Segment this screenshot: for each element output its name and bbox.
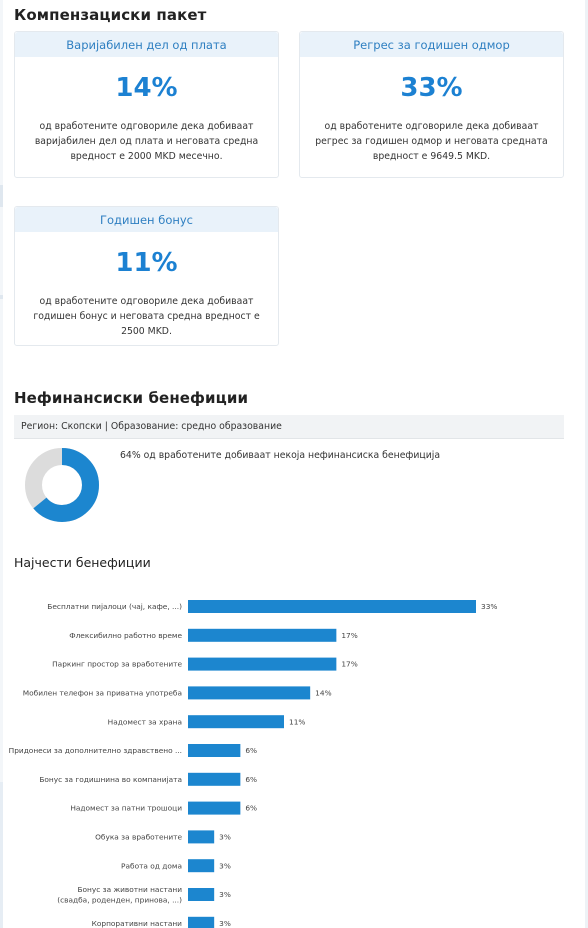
right-edge-strip [585,0,588,928]
bar [188,916,215,928]
bar [188,744,241,757]
top-benefits-title: Најчести бенефиции [14,555,151,570]
card-description: од вработените одговориле дека добиваат … [34,121,259,162]
left-edge-mark [0,185,3,207]
bar-category-label: Бесплатни пијалоци (чај, кафе, ...) [47,602,182,611]
bar [188,888,215,901]
bar-value-label: 17% [341,631,357,640]
bar-value-label: 3% [219,861,231,870]
bar-category-label: Придонеси за дополнително здравствено ..… [9,746,182,755]
bar [188,830,215,844]
bar-category-label: Работа од дома [121,861,182,870]
bar [188,801,241,815]
bar-category-label: Паркинг простор за вработените [52,660,182,669]
bar [188,686,311,700]
donut-caption: 64% од вработените добиваат некоја нефин… [120,450,441,461]
card-vacation-bonus: Регрес за годишен одмор 33% од вработени… [299,31,564,178]
top-benefits-bar-chart: Бесплатни пијалоци (чај, кафе, ...) 33% Фл… [9,600,497,928]
bar [188,859,215,873]
bar-category-label: Мобилен телефон за приватна употреба [23,689,182,698]
bar-value-label: 33% [481,602,497,611]
filter-education: Образование: средно образование [110,421,282,432]
card-annual-bonus: Годишен бонус 11% од вработените одговор… [14,206,279,346]
bar [188,715,284,729]
bar-category-label: Надомест за храна [108,717,182,726]
bar-value-label: 6% [245,746,257,755]
card-header: Регрес за годишен одмор [300,32,563,57]
bar [188,628,337,642]
bar [188,600,476,613]
card-description: од вработените одговориле дека добиваат … [315,121,548,162]
bar-value-label: 11% [289,717,305,726]
benefits-donut-chart [25,448,99,522]
left-edge-strip [0,0,3,928]
card-variable-pay: Варијабилен дел од плата 14% од вработен… [14,31,279,178]
card-header: Годишен бонус [15,207,278,232]
benefits-title: Нефинансиски бенефиции [14,389,249,407]
card-value: 11% [115,248,178,278]
filter-bar: Регион: Скопски | Образование: средно об… [14,415,564,439]
card-value: 14% [115,73,178,103]
bar-value-label: 6% [245,804,257,813]
bar-category-label: Бонус за животни настани (свадба, роденде… [57,885,182,905]
bar-value-label: 14% [315,689,331,698]
bar-value-label: 3% [219,890,231,899]
card-value: 33% [400,73,463,103]
bar-value-label: 6% [245,775,257,784]
bar-category-label: Корпоративни настани [92,919,183,928]
bar-category-label: Надомест за патни трошоци [70,804,182,813]
bar [188,772,241,786]
bar-value-label: 3% [219,833,231,842]
compensation-title: Компензациски пакет [14,6,207,24]
bar [188,657,337,671]
bar-category-label: Обука за вработените [95,833,182,842]
bar-category-label: Флексибилно работно време [69,631,182,640]
bar-value-label: 3% [219,919,231,928]
filter-separator: | [104,421,108,432]
card-description: од вработените одговориле дека добиваат … [33,296,260,337]
bar-category-label: Бонус за годишнина во компанијата [39,775,182,784]
card-header: Варијабилен дел од плата [15,32,278,57]
filter-region: Регион: Скопски [21,421,102,432]
left-edge-mark [0,295,3,299]
donut-fill-arc [25,448,99,522]
bar-value-label: 17% [341,660,357,669]
left-edge-mark [0,782,3,928]
